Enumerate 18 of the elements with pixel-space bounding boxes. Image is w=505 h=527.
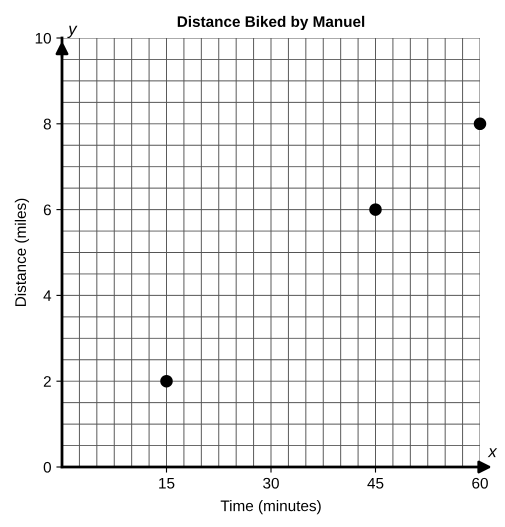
chart-title: Distance Biked by Manuel (178, 16, 364, 30)
x-tick-label: 45 (367, 478, 384, 489)
y-tick-label: 4 (43, 290, 52, 301)
point (474, 118, 486, 130)
point (160, 374, 173, 388)
annotation: y (67, 26, 78, 38)
x-tick-label: 30 (263, 478, 279, 489)
y-tick-label: 0 (44, 462, 51, 473)
y-tick-label: 10 (36, 32, 51, 44)
y-tick-label: 6 (44, 204, 51, 216)
y-axis-title: Distance (miles) (14, 198, 30, 306)
y-tick-label: 8 (44, 118, 51, 130)
y-tick-label: 2 (44, 376, 51, 387)
x-tick-label: 60 (472, 478, 488, 489)
text: x (488, 448, 498, 458)
x-axis-title: Time (minutes) (220, 500, 321, 514)
point (369, 203, 382, 216)
x-tick-label: 15 (159, 478, 174, 489)
